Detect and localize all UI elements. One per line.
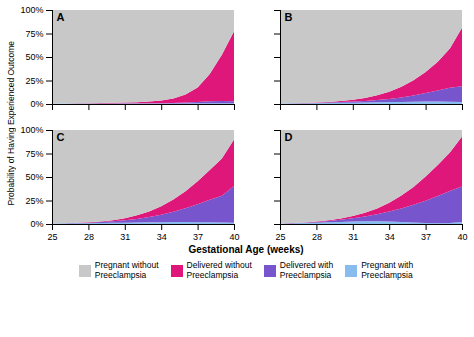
svg-text:75%: 75% [25,149,43,159]
svg-text:100%: 100% [20,5,43,15]
svg-text:C: C [57,131,65,143]
svg-text:28: 28 [312,232,322,242]
svg-text:34: 34 [385,232,395,242]
html-text:Gestational Age (weeks): Gestational Age (weeks) [188,244,304,255]
svg-text:0%: 0% [30,219,43,229]
svg-text:100%: 100% [20,125,43,135]
svg-text:37: 37 [421,232,431,242]
svg-text:50%: 50% [25,52,43,62]
html-text:Pregnant without Preeclampsia: Pregnant without Preeclampsia [94,260,159,280]
svg-text:D: D [285,131,293,143]
svg-text:A: A [57,11,65,23]
svg-text:25%: 25% [25,196,43,206]
html-text:Delivered with Preeclampsia: Delivered with Preeclampsia [279,260,334,280]
html-text:Delivered without Preeclampsia: Delivered without Preeclampsia [186,260,252,280]
svg-text:50%: 50% [25,172,43,182]
svg-text:37: 37 [193,232,203,242]
svg-text:40: 40 [229,232,239,242]
svg-text:25: 25 [47,232,57,242]
svg-text:28: 28 [84,232,94,242]
html-text:Probability of Having Experien: Probability of Having Experienced Outcom… [6,40,16,206]
svg-text:25%: 25% [25,76,43,86]
svg-text:34: 34 [157,232,167,242]
html-text:Pregnant with Preeclampsia: Pregnant with Preeclampsia [361,260,414,280]
svg-text:B: B [285,11,293,23]
svg-text:31: 31 [348,232,358,242]
svg-text:75%: 75% [25,29,43,39]
svg-text:0%: 0% [30,99,43,109]
svg-text:31: 31 [120,232,130,242]
svg-text:40: 40 [457,232,467,242]
svg-text:25: 25 [275,232,285,242]
